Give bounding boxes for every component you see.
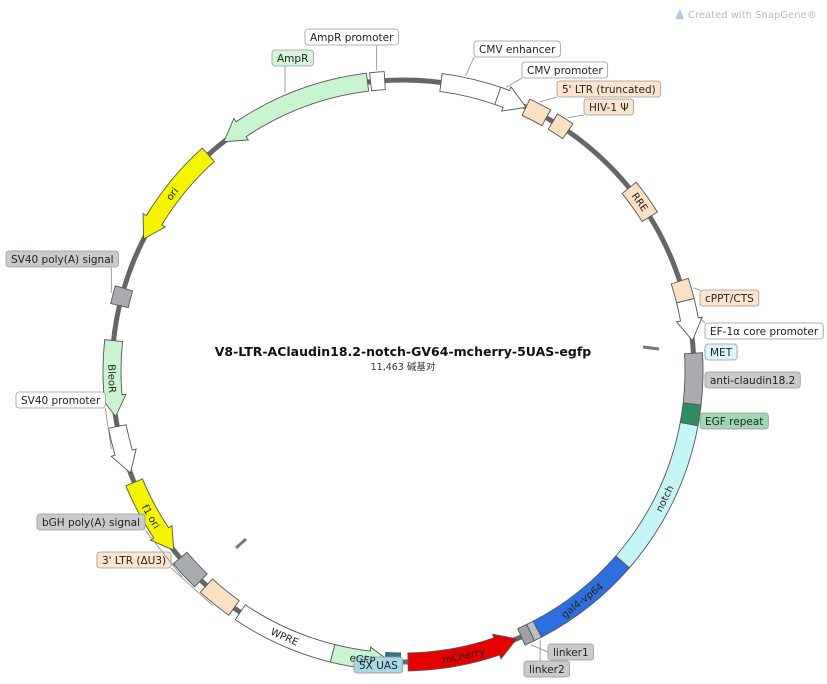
label-cppt-text: cPPT/CTS [705,293,754,305]
amp-promoter-feature [369,71,386,92]
label-cppt-box [699,289,760,307]
plasmid-length: 11,463 碱基对 [371,361,436,373]
label-ef1a-text: EF-1α core promoter [710,326,819,338]
label-3ltr-text: 3' LTR (ΔU3) [102,555,166,567]
label-5ltr-text: 5' LTR (truncated) [562,84,656,96]
label-sv40-polya-box [5,250,119,268]
label-ef1a-leader [700,318,706,324]
label-egf-box [699,412,769,430]
label-met-text: MET [710,347,733,359]
snapgene-logo-icon [675,9,684,19]
label-cmv-promoter-leader [506,77,523,88]
label-linker2: linker2 [523,660,571,678]
label-anti-claudin-box [704,371,801,389]
plasmid-name: V8-LTR-AClaudin18.2-notch-GV64-mcherry-5… [215,344,592,359]
egf-repeat-feature [679,402,702,427]
label-5ltr-leader [539,96,558,103]
label-3ltr: 3' LTR (ΔU3) [96,551,172,569]
mcherry-feature [407,633,518,672]
notch-feature [615,421,699,569]
sv40-promoter-feature [107,424,137,474]
label-bgh: bGH poly(A) signal [36,513,146,531]
label-egf-text: EGF repeat [705,416,763,428]
label-bgh-leader [144,529,183,578]
label-hiv1-box [583,98,635,116]
label-linker2-text: linker2 [529,664,565,676]
wpre-feature [234,604,336,663]
label-cmv-enhancer: CMV enhancer [473,40,561,58]
feature-label-bleor: BleoR [105,364,117,393]
label-5xuas-box [353,656,404,674]
label-linker1-box [547,643,595,661]
5ltr-feature [521,98,552,127]
label-linker1-text: linker1 [553,647,589,659]
label-cmv-promoter-text: CMV promoter [527,65,603,77]
label-3ltr-box [96,551,172,569]
f1ori-feature [125,478,175,551]
label-5ltr-box [556,80,662,98]
label-met-box [704,343,738,361]
label-cppt: cPPT/CTS [699,289,760,307]
cmv-promoter-feature [494,85,527,112]
label-linker1: linker1 [547,643,595,661]
label-anti-claudin: anti-claudin18.2 [704,371,801,389]
label-bgh-box [36,513,146,531]
label-ampr-text: AmpR [277,53,308,65]
site-marker-right [642,345,660,351]
label-sv40-polya: SV40 poly(A) signal [5,250,119,268]
3ltr-feature [199,578,240,616]
label-cmv-promoter-box [521,61,609,79]
label-ampr: AmpR [271,49,314,67]
anti-claudin-feature [682,352,704,406]
gal4vp64-feature [532,555,631,638]
label-amp-promoter: AmpR promoter [304,28,399,46]
label-5ltr: 5' LTR (truncated) [556,80,662,98]
label-anti-claudin-text: anti-claudin18.2 [710,375,795,387]
linker1-feature [517,623,536,646]
label-hiv1-text: HIV-1 Ψ [589,102,629,114]
label-5xuas: 5X UAS [353,656,404,674]
bgh-polya-feature [172,551,208,588]
label-3ltr-leader [170,567,214,606]
label-hiv1: HIV-1 Ψ [583,98,635,116]
label-cppt-leader [693,287,701,291]
label-ef1a-box [704,322,824,340]
label-met: MET [704,343,738,361]
label-cmv-enhancer-text: CMV enhancer [479,44,556,56]
ef1a-feature [675,297,703,342]
cppt-feature [670,277,695,304]
label-sv40-promoter-leader [104,407,112,450]
label-linker1-leader [530,644,549,653]
feature-label-egfp: eGFP [349,653,376,667]
label-egf: EGF repeat [699,412,769,430]
snapgene-credit: Created with SnapGene® [675,9,817,21]
label-5xuas-text: 5X UAS [359,660,398,672]
label-sv40-promoter: SV40 promoter [15,391,106,409]
label-amp-promoter-text: AmpR promoter [310,32,394,44]
label-cmv-enhancer-leader [465,56,475,76]
label-ef1a: EF-1α core promoter [704,322,824,340]
label-bgh-text: bGH poly(A) signal [42,517,140,529]
label-amp-promoter-box [304,28,399,46]
site-marker-left [234,537,248,550]
label-cmv-enhancer-box [473,40,561,58]
label-linker2-box [523,660,571,678]
label-sv40-promoter-text: SV40 promoter [21,395,101,407]
sv40-polya-feature [110,285,134,309]
ampr-feature [223,72,370,143]
label-ampr-box [271,49,314,67]
label-sv40-polya-text: SV40 poly(A) signal [11,254,114,266]
label-sv40-promoter-box [15,391,106,409]
hiv1-feature [547,113,574,140]
credit-text: Created with SnapGene® [688,10,817,21]
label-cmv-promoter: CMV promoter [521,61,609,79]
label-hiv1-leader [567,114,585,119]
rre-feature [621,181,659,223]
ori-feature [142,147,215,240]
